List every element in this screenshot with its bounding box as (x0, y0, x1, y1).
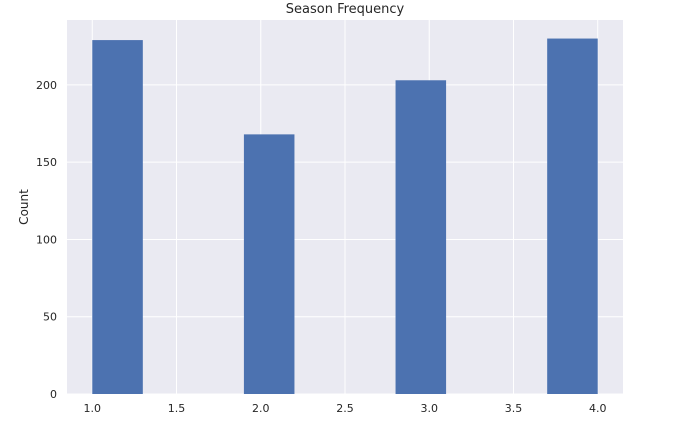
y-tick-label: 200 (36, 79, 57, 92)
y-tick-label: 150 (36, 156, 57, 169)
histogram-bar (395, 80, 447, 394)
x-tick-label: 1.0 (84, 402, 102, 415)
y-tick-label: 100 (36, 233, 57, 246)
x-tick-label: 2.0 (252, 402, 270, 415)
histogram-bar (547, 38, 598, 394)
x-tick-label: 2.5 (336, 402, 354, 415)
y-tick-label: 50 (43, 311, 57, 324)
x-tick-label: 1.5 (168, 402, 186, 415)
x-tick-label: 3.5 (505, 402, 523, 415)
y-axis-ticks: 0 50 100 150 200 (36, 79, 57, 401)
histogram-bar (243, 134, 295, 394)
chart-title: Season Frequency (286, 2, 405, 17)
histogram-bar (92, 40, 143, 394)
x-tick-label: 4.0 (589, 402, 607, 415)
y-tick-label: 0 (50, 388, 57, 401)
x-tick-label: 3.0 (420, 402, 438, 415)
x-axis-ticks: 1.0 1.5 2.0 2.5 3.0 3.5 4.0 (84, 402, 607, 415)
y-axis-label: Count (17, 189, 31, 225)
bars (92, 38, 598, 394)
